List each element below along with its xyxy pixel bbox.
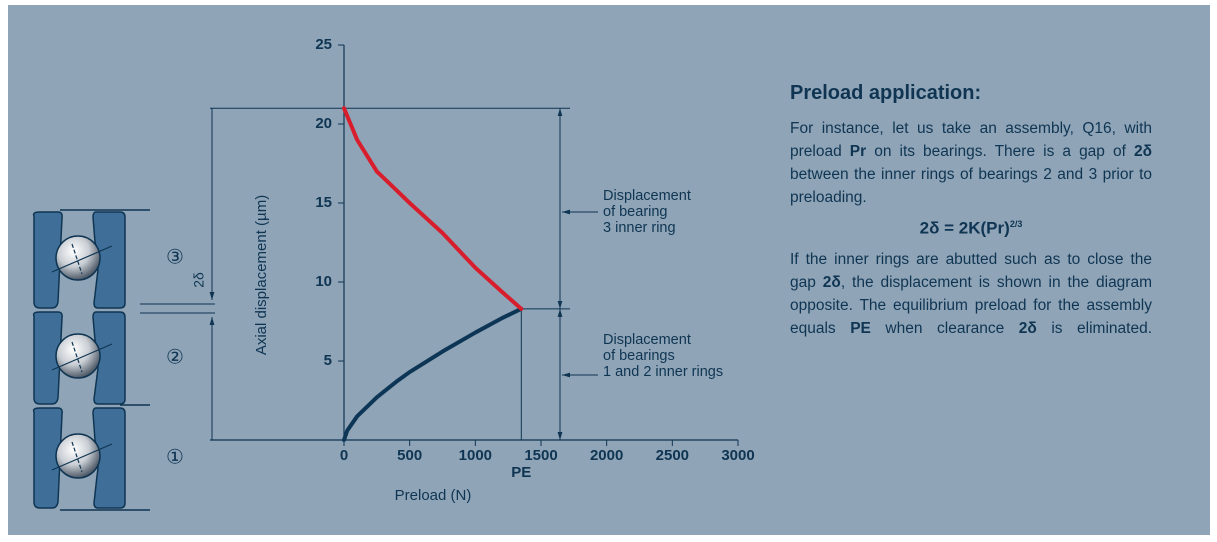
bearing-label: ③ bbox=[166, 246, 184, 268]
text: between the inner rings of bearings 2 an… bbox=[790, 166, 1152, 206]
paragraph: If the inner rings are abutted such as t… bbox=[790, 248, 1152, 340]
text-panel: Preload application: For instance, let u… bbox=[790, 82, 1152, 340]
x-tick-label: 2500 bbox=[656, 447, 689, 464]
formula-exponent: 2/3 bbox=[1009, 219, 1023, 229]
x-tick-label: 1000 bbox=[459, 447, 492, 464]
annotation: 3 inner ring bbox=[603, 220, 676, 236]
text: For instance, let us take an assembly, Q… bbox=[790, 120, 1152, 160]
text: when clearance bbox=[870, 319, 1019, 337]
contact-line bbox=[71, 341, 83, 373]
text: 2δ bbox=[1133, 143, 1152, 160]
y-axis-label: Axial displacement (µm) bbox=[253, 195, 270, 355]
text: 2δ bbox=[822, 273, 841, 291]
inner-ring bbox=[92, 211, 126, 309]
text: is eliminated. bbox=[1036, 319, 1153, 337]
formula: 2δ = 2K(Pr)2/3 bbox=[790, 213, 1152, 240]
contact-line bbox=[51, 443, 113, 471]
contact-line bbox=[71, 243, 83, 275]
text: PE bbox=[850, 319, 871, 337]
bearing-drawing bbox=[32, 209, 215, 511]
x-tick-label: 2000 bbox=[590, 447, 623, 464]
x-tick-label: 1500 bbox=[524, 447, 557, 464]
bearing-label: ② bbox=[166, 346, 184, 368]
curve bbox=[342, 306, 524, 442]
formula-base: 2δ = 2K(Pr) bbox=[919, 218, 1010, 238]
ball bbox=[55, 333, 101, 379]
y-tick-label: 5 bbox=[324, 352, 332, 369]
annotation: 1 and 2 inner rings bbox=[603, 364, 723, 380]
text: on its bearings. There is a gap of bbox=[866, 143, 1134, 160]
paragraph: For instance, let us take an assembly, Q… bbox=[790, 117, 1152, 209]
text: , the displacement is shown in the diagr… bbox=[790, 273, 1152, 337]
y-tick-label: 20 bbox=[315, 115, 332, 132]
annotation: of bearings bbox=[603, 348, 675, 364]
annotation: Displacement bbox=[603, 188, 691, 204]
panel bbox=[8, 5, 1210, 535]
pe-label: PE bbox=[511, 464, 531, 481]
outer-ring bbox=[32, 407, 63, 509]
annotation: of bearing bbox=[603, 204, 668, 220]
x-tick-label: 500 bbox=[397, 447, 422, 464]
y-tick-label: 25 bbox=[315, 36, 332, 53]
text: Pr bbox=[849, 143, 867, 160]
panel-title: Preload application: bbox=[790, 82, 982, 104]
annotation: Displacement bbox=[603, 332, 691, 348]
curve bbox=[342, 106, 524, 311]
ball bbox=[55, 433, 101, 479]
contact-line bbox=[71, 441, 83, 473]
outer-ring bbox=[32, 311, 63, 405]
text: If the inner rings are abutted such as t… bbox=[790, 250, 1152, 291]
bearing-label: ① bbox=[166, 446, 184, 468]
outer-ring bbox=[32, 211, 63, 309]
ball bbox=[55, 235, 101, 281]
inner-ring bbox=[92, 407, 126, 509]
gap-label: 2δ bbox=[191, 272, 207, 288]
text: 2δ bbox=[1018, 319, 1037, 337]
inner-ring bbox=[92, 311, 126, 405]
x-tick-label: 3000 bbox=[721, 447, 754, 464]
contact-line bbox=[51, 245, 113, 273]
x-tick-label: 0 bbox=[340, 447, 348, 464]
x-axis-label: Preload (N) bbox=[395, 487, 472, 504]
y-tick-label: 15 bbox=[315, 194, 332, 211]
contact-line bbox=[51, 343, 113, 371]
y-tick-label: 10 bbox=[315, 273, 332, 290]
